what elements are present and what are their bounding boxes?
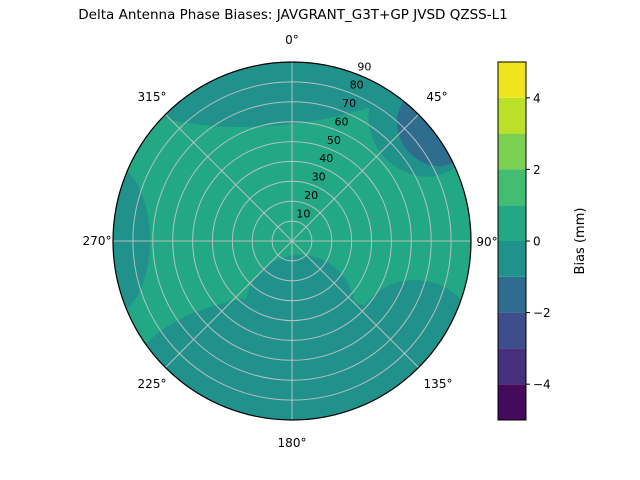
colorbar-band [498,276,526,313]
angular-tick-label: 270° [83,234,112,248]
radial-tick-label: 50 [327,134,341,147]
radial-tick-label: 90 [357,60,371,73]
colorbar-tick-label: −2 [533,306,551,320]
colorbar-ticks [526,97,530,385]
angular-tick-label: 135° [424,377,453,391]
angular-tick-label: 315° [138,90,167,104]
colorbar-tick-label: 4 [533,91,541,105]
radial-tick-label: 70 [342,97,356,110]
colorbar-band [498,205,526,241]
colorbar-band [498,241,526,277]
radial-tick-label: 20 [304,189,318,202]
radial-tick-label: 80 [350,79,364,92]
colorbar-tick-label: 2 [533,163,541,177]
bias-region-left-neg1to0mm [113,165,150,315]
angular-tick-label: 90° [476,235,497,249]
bias-region-bottomright-neg1to0mm [355,280,471,390]
bias-region-top-neg1to0mm [113,62,450,128]
radial-tick-label: 10 [296,207,310,220]
colorbar-band [498,348,526,385]
colorbar-axis-label: Bias (mm) [573,208,588,275]
chart-title: Delta Antenna Phase Biases: JAVGRANT_G3T… [78,7,508,23]
colorbar-tick-labels: 4 2 0 −2 −4 [533,91,551,391]
radial-tick-label: 40 [319,152,333,165]
colorbar-band [498,169,526,206]
colorbar-band [498,312,526,349]
colorbar-band [498,62,526,98]
angular-tick-label: 180° [278,436,307,450]
angular-tick-label: 0° [285,33,299,47]
colorbar-band [498,97,526,134]
radial-tick-label: 30 [312,171,326,184]
angular-gridline [291,114,419,242]
polar-outline [112,61,472,421]
colorbar-band [498,133,526,170]
angular-tick-label: 225° [138,377,167,391]
angular-tick-labels: 0° 45° 90° 135° 180° 225° 270° 315° [83,33,498,450]
colorbar-band [498,384,526,420]
angular-gridline [165,240,293,368]
radial-tick-label: 60 [335,115,349,128]
contour-regions [113,62,471,420]
colorbar-bands [498,62,526,420]
angular-gridline [165,114,293,242]
angular-gridline [291,240,419,368]
colorbar-tick-label: −4 [533,378,551,392]
colorbar: 4 2 0 −2 −4 Bias (mm) [497,61,588,421]
bias-region-bottom-tongue-neg1to0mm [245,255,355,365]
angular-gridlines [113,62,471,420]
angular-tick-label: 45° [426,90,447,104]
colorbar-tick-label: 0 [533,235,541,249]
radial-tick-labels: 90 80 70 60 50 40 30 20 10 [296,60,371,220]
